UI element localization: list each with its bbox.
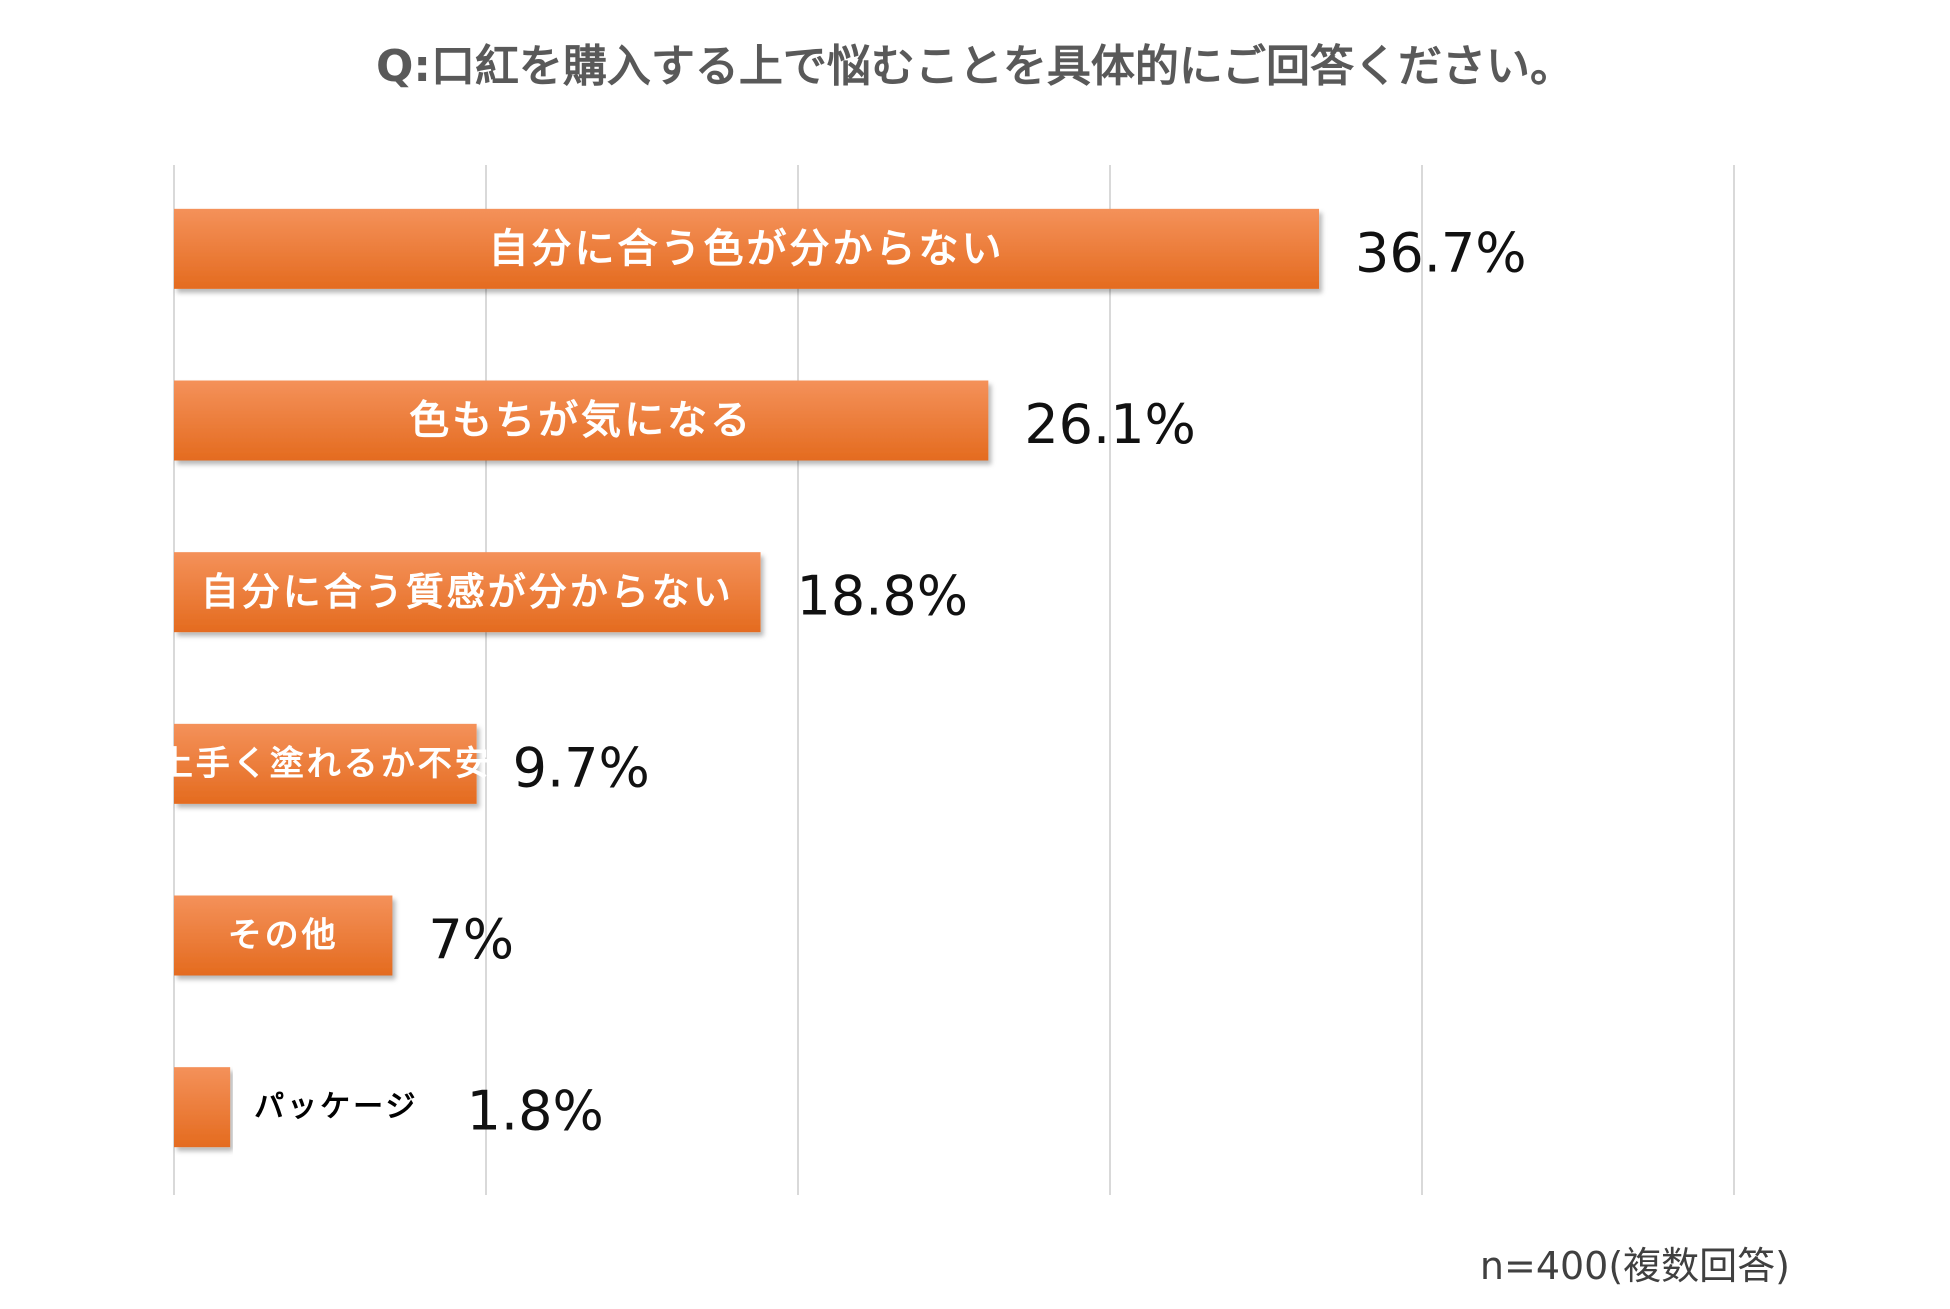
category-label: パッケージ (254, 1090, 418, 1125)
value-label: 36.7% (1355, 221, 1527, 284)
category-label: その他 (228, 916, 339, 956)
category-label: 自分に合う色が分からない (489, 226, 1005, 272)
bar (174, 723, 477, 804)
bar (174, 895, 393, 976)
value-label: 1.8% (467, 1080, 604, 1143)
bars: 自分に合う色が分からない 36.7% 色もちが気になる 26.1% 自分に合う質感が分か… (159, 208, 1527, 1148)
value-label: 26.1% (1024, 393, 1196, 456)
category-label: 色もちが気になる (409, 398, 753, 444)
category-label: 上手く塗れるか不安 (159, 744, 492, 784)
bar (174, 380, 989, 461)
bar (174, 552, 761, 633)
category-label: 自分に合う質感が分からない (201, 570, 734, 614)
bar (174, 1067, 231, 1148)
grid-lines (173, 165, 1735, 1195)
chart-title: Q:口紅を購入する上で悩むことを具体的にご回答ください。 (375, 41, 1575, 92)
sample-note: n=400(複数回答) (1479, 1244, 1790, 1288)
value-label: 9.7% (513, 736, 650, 799)
value-label: 18.8% (797, 565, 969, 628)
bar (174, 208, 1320, 289)
value-label: 7% (428, 908, 514, 971)
